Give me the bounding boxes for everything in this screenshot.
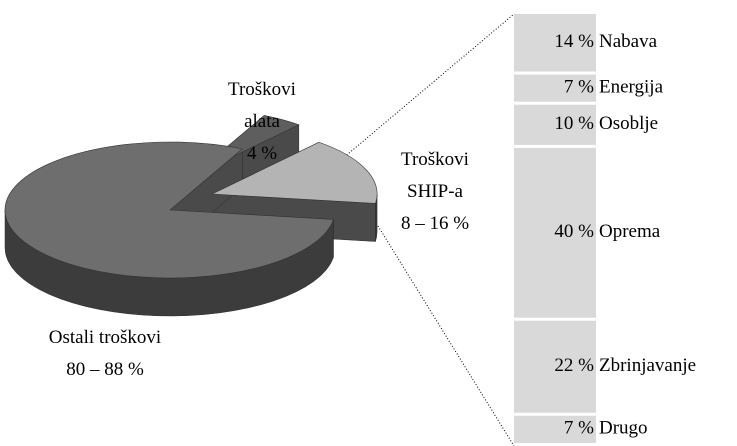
value-label: 40 % [554, 221, 594, 242]
category-label: Drugo [599, 418, 648, 439]
category-label: Zbrinjavanje [599, 355, 696, 376]
value-label: 4 % [246, 143, 278, 164]
pie-label: Troškovi alata 4 % [212, 74, 312, 170]
category-label: Energija [599, 76, 664, 97]
bar-segment [514, 74, 596, 102]
category-label: Oprema [599, 221, 661, 242]
bar-segment [514, 415, 596, 443]
value-label: 7 % [564, 76, 594, 97]
category-label: Ostali troškovi [48, 327, 162, 348]
category-label: Nabava [599, 31, 658, 52]
pie-slice [210, 141, 378, 204]
value-label: 14 % [554, 31, 594, 52]
category-label: Osoblje [599, 113, 658, 134]
bar-segment [514, 320, 596, 413]
connector [377, 225, 515, 446]
value-label: 7 % [564, 418, 594, 439]
category-label: Troškovi SHIP-a [401, 149, 469, 202]
value-label: 22 % [554, 355, 594, 376]
pie-slice [4, 141, 334, 279]
connector [309, 13, 515, 187]
value-label: 10 % [554, 113, 594, 134]
value-label: 8 – 16 % [400, 213, 470, 234]
value-label: 80 – 88 % [66, 359, 144, 380]
category-label: Troškovi alata [228, 79, 296, 132]
bar-segment [514, 104, 596, 145]
pie-label: Troškovi SHIP-a 8 – 16 % [380, 144, 490, 240]
bar-segment [514, 14, 596, 72]
bar-segment [514, 147, 596, 318]
pie-label: Ostali troškovi 80 – 88 % [0, 322, 210, 386]
